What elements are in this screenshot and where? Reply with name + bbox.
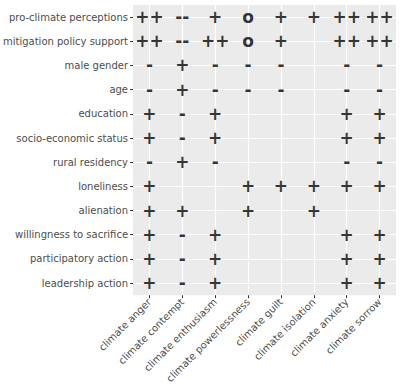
svg-text:+: +	[274, 176, 288, 196]
svg-text:+: +	[241, 201, 255, 221]
svg-text:climate contempt: climate contempt	[116, 296, 187, 367]
svg-text:-: -	[212, 152, 219, 172]
svg-text:pro-climate perceptions: pro-climate perceptions	[9, 12, 128, 23]
svg-text:+: +	[142, 249, 156, 269]
svg-text:-: -	[376, 152, 383, 172]
svg-text:+: +	[340, 104, 354, 124]
svg-text:+: +	[372, 249, 386, 269]
svg-text:o: o	[242, 7, 254, 27]
svg-text:+: +	[142, 225, 156, 245]
svg-text:+: +	[142, 104, 156, 124]
svg-text:++: ++	[135, 7, 164, 27]
svg-text:+: +	[372, 225, 386, 245]
svg-text:+: +	[340, 249, 354, 269]
svg-text:-: -	[376, 55, 383, 75]
svg-text:-: -	[376, 80, 383, 100]
svg-text:++: ++	[201, 31, 230, 51]
svg-text:-: -	[179, 104, 186, 124]
svg-text:+: +	[340, 128, 354, 148]
svg-text:+: +	[142, 273, 156, 293]
svg-text:+: +	[372, 104, 386, 124]
svg-text:+: +	[208, 7, 222, 27]
svg-text:rural residency: rural residency	[53, 157, 128, 168]
svg-text:-: -	[179, 128, 186, 148]
svg-text:--: --	[175, 31, 189, 51]
svg-text:climate sorrow: climate sorrow	[324, 296, 384, 356]
svg-text:-: -	[212, 55, 219, 75]
svg-text:male gender: male gender	[65, 60, 129, 71]
svg-text:-: -	[179, 273, 186, 293]
svg-text:-: -	[277, 80, 284, 100]
svg-text:+: +	[175, 55, 189, 75]
svg-text:+: +	[142, 201, 156, 221]
svg-text:+: +	[372, 273, 386, 293]
svg-text:alienation: alienation	[79, 205, 128, 216]
svg-text:climate powerlessness: climate powerlessness	[164, 296, 252, 385]
svg-text:+: +	[340, 225, 354, 245]
svg-text:climate anxiety: climate anxiety	[288, 296, 350, 358]
svg-text:socio-economic status: socio-economic status	[16, 133, 128, 144]
svg-text:-: -	[343, 55, 350, 75]
svg-text:+: +	[241, 176, 255, 196]
svg-text:+: +	[307, 176, 321, 196]
svg-text:+: +	[142, 176, 156, 196]
svg-text:+: +	[340, 273, 354, 293]
svg-text:+: +	[274, 7, 288, 27]
svg-text:-: -	[277, 55, 284, 75]
svg-text:-: -	[179, 225, 186, 245]
svg-text:-: -	[146, 80, 153, 100]
svg-text:+: +	[307, 7, 321, 27]
svg-text:+: +	[208, 273, 222, 293]
svg-text:-: -	[179, 249, 186, 269]
svg-text:++: ++	[332, 7, 361, 27]
svg-text:+: +	[208, 104, 222, 124]
svg-text:loneliness: loneliness	[78, 181, 128, 192]
svg-text:age: age	[109, 84, 128, 95]
svg-text:-: -	[146, 152, 153, 172]
svg-text:participatory action: participatory action	[30, 253, 128, 264]
svg-text:++: ++	[365, 31, 394, 51]
svg-text:o: o	[242, 31, 254, 51]
svg-text:climate isolation: climate isolation	[252, 296, 318, 362]
svg-text:-: -	[245, 55, 252, 75]
svg-text:++: ++	[332, 31, 361, 51]
svg-text:climate enthusiasm: climate enthusiasm	[141, 296, 220, 374]
svg-text:willingness to sacrifice: willingness to sacrifice	[15, 229, 128, 240]
svg-text:-: -	[146, 55, 153, 75]
svg-text:++: ++	[135, 31, 164, 51]
svg-text:-: -	[343, 80, 350, 100]
svg-text:-: -	[212, 80, 219, 100]
svg-text:+: +	[307, 201, 321, 221]
svg-text:++: ++	[365, 7, 394, 27]
svg-text:-: -	[343, 152, 350, 172]
svg-text:+: +	[274, 31, 288, 51]
svg-text:--: --	[175, 7, 189, 27]
svg-text:+: +	[372, 176, 386, 196]
svg-text:+: +	[340, 176, 354, 196]
svg-text:+: +	[175, 80, 189, 100]
svg-text:leadership action: leadership action	[42, 278, 128, 289]
svg-text:education: education	[78, 108, 128, 119]
svg-text:climate guilt: climate guilt	[233, 296, 285, 349]
svg-text:+: +	[175, 201, 189, 221]
svg-text:+: +	[208, 225, 222, 245]
svg-text:mitigation policy support: mitigation policy support	[3, 36, 128, 47]
svg-text:-: -	[245, 80, 252, 100]
svg-text:+: +	[142, 128, 156, 148]
svg-text:climate anger: climate anger	[96, 296, 154, 353]
svg-text:+: +	[208, 128, 222, 148]
svg-text:+: +	[208, 249, 222, 269]
svg-text:+: +	[175, 152, 189, 172]
svg-text:+: +	[372, 128, 386, 148]
